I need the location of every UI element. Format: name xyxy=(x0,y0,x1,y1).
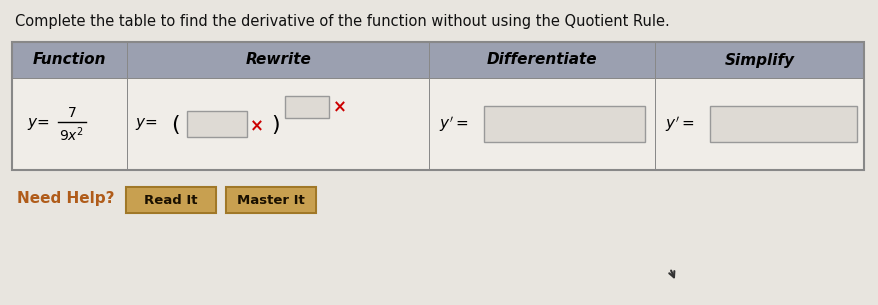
Text: Simplify: Simplify xyxy=(723,52,794,67)
Bar xyxy=(12,42,863,170)
Bar xyxy=(12,78,127,170)
Text: $y\!=\!$: $y\!=\!$ xyxy=(26,116,50,132)
Text: $y\!=\!$: $y\!=\!$ xyxy=(135,116,158,132)
FancyBboxPatch shape xyxy=(126,187,216,213)
Text: $y' =$: $y' =$ xyxy=(665,114,694,134)
Text: Master It: Master It xyxy=(237,193,305,206)
Text: $($: $($ xyxy=(171,113,180,135)
Text: Need Help?: Need Help? xyxy=(17,192,114,206)
Text: Rewrite: Rewrite xyxy=(245,52,311,67)
Text: $\mathbf{\times}$: $\mathbf{\times}$ xyxy=(248,117,263,135)
Bar xyxy=(12,42,127,78)
Text: $y' =$: $y' =$ xyxy=(439,114,469,134)
Bar xyxy=(12,42,863,170)
Bar xyxy=(127,78,429,170)
Text: $)$: $)$ xyxy=(270,113,279,135)
Text: $7$: $7$ xyxy=(67,106,76,120)
Bar xyxy=(187,111,247,137)
Bar xyxy=(429,78,654,170)
Text: Read It: Read It xyxy=(144,193,198,206)
Bar xyxy=(484,106,644,142)
Bar xyxy=(429,42,654,78)
FancyBboxPatch shape xyxy=(226,187,315,213)
Bar xyxy=(127,42,429,78)
Text: $9x^2$: $9x^2$ xyxy=(60,126,84,144)
FancyBboxPatch shape xyxy=(126,188,215,212)
Text: Function: Function xyxy=(32,52,106,67)
Bar xyxy=(284,96,328,118)
Bar xyxy=(709,106,856,142)
Text: $\mathbf{\times}$: $\mathbf{\times}$ xyxy=(332,98,345,116)
Text: Differentiate: Differentiate xyxy=(486,52,597,67)
FancyBboxPatch shape xyxy=(227,188,314,212)
Bar xyxy=(654,78,863,170)
Bar xyxy=(654,42,863,78)
Text: Complete the table to find the derivative of the function without using the Quot: Complete the table to find the derivativ… xyxy=(15,14,669,29)
